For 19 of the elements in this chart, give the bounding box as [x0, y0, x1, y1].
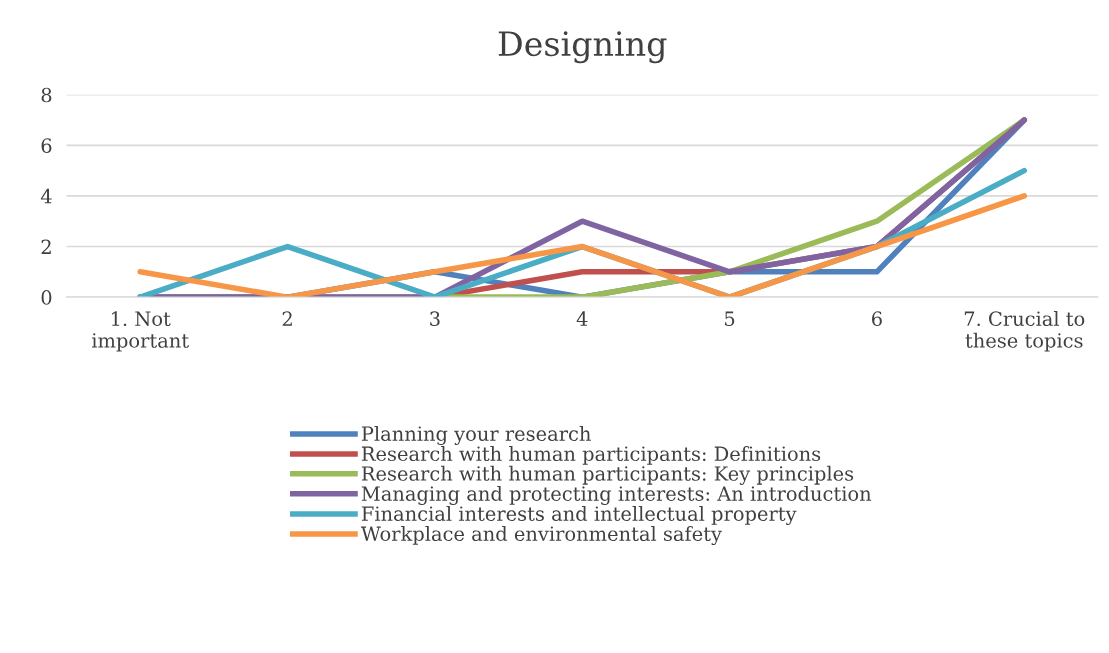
legend-label: Planning your research	[361, 425, 591, 446]
y-tick-label: 8	[41, 87, 52, 103]
y-tick-label: 6	[41, 138, 52, 153]
x-tick-label: 7. Crucial to these topics	[964, 311, 1085, 352]
y-tick-label: 0	[41, 290, 52, 305]
x-tick-label: 2	[282, 311, 292, 326]
x-tick-label: 3	[430, 311, 440, 327]
x-tick-label: 6	[872, 311, 882, 327]
y-tick-label: 4	[40, 188, 52, 204]
x-tick-label: 1. Not important	[91, 311, 189, 352]
x-tick-label: 5	[725, 311, 735, 327]
chart-title: Designing	[498, 31, 667, 64]
y-tick-label: 2	[41, 239, 51, 254]
legend-label: Workplace and environmental safety	[360, 526, 722, 546]
legend-label: Financial interests and intellectual property	[361, 505, 797, 526]
legend-label: Managing and protecting interests: An introduction	[361, 485, 872, 505]
legend-label: Research with human participants: Key principles	[361, 465, 854, 485]
x-tick-label: 4	[576, 311, 588, 326]
legend-label: Research with human participants: Definitions	[361, 446, 821, 465]
